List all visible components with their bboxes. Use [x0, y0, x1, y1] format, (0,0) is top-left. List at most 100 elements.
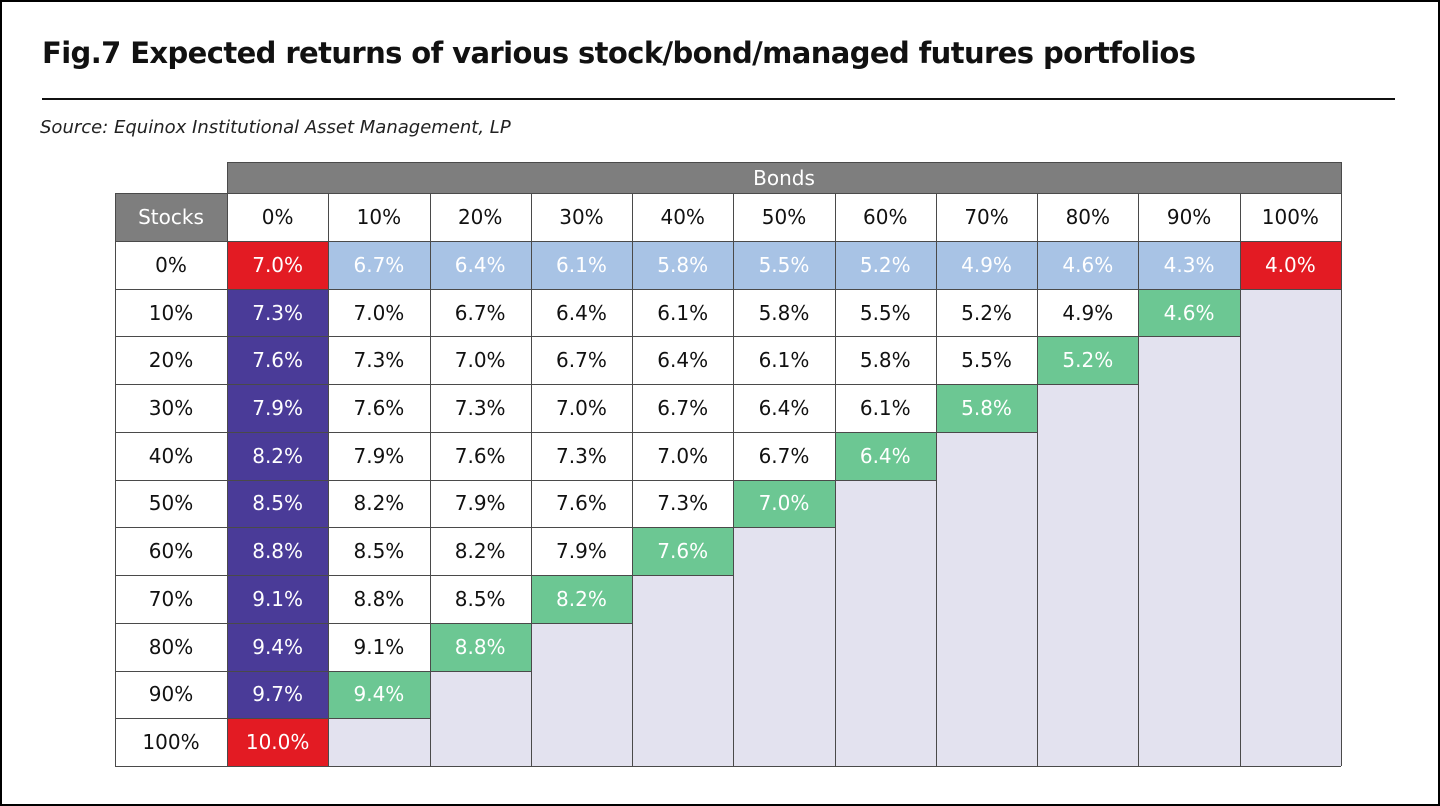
grid-line — [1239, 193, 1241, 766]
empty-cell — [733, 718, 835, 766]
return-cell: 7.3% — [227, 288, 329, 337]
return-cell: 7.3% — [632, 479, 734, 528]
empty-cell — [1138, 479, 1240, 528]
stock-row-label: 70% — [115, 575, 227, 623]
bond-column-header: 20% — [429, 193, 531, 241]
return-cell: 6.7% — [733, 431, 835, 480]
empty-cell — [1037, 527, 1139, 576]
figure-source: Source: Equinox Institutional Asset Mana… — [40, 117, 511, 138]
return-cell: 7.0% — [429, 336, 531, 385]
grid-line — [115, 240, 1341, 242]
return-cell: 6.4% — [632, 336, 734, 385]
empty-cell — [1037, 431, 1139, 480]
return-cell: 9.4% — [328, 670, 430, 719]
grid-line — [115, 717, 430, 719]
grid-line — [327, 193, 329, 766]
grid-line — [1340, 162, 1342, 193]
empty-cell — [733, 527, 835, 576]
return-cell: 8.5% — [429, 575, 531, 623]
grid-line — [631, 193, 633, 766]
empty-cell — [834, 527, 936, 576]
return-cell: 4.6% — [1138, 288, 1240, 337]
grid-line — [114, 193, 116, 766]
return-cell: 6.4% — [429, 241, 531, 289]
return-cell: 7.0% — [733, 479, 835, 528]
bond-column-header: 40% — [632, 193, 734, 241]
return-cell: 8.5% — [227, 479, 329, 528]
stock-row-label: 90% — [115, 670, 227, 719]
empty-cell — [530, 670, 633, 719]
empty-cell — [834, 575, 936, 623]
empty-cell — [1239, 431, 1341, 480]
stock-row-label: 100% — [115, 718, 227, 766]
grid-line — [226, 193, 228, 766]
return-cell: 7.6% — [632, 527, 734, 576]
empty-cell — [1239, 575, 1341, 623]
empty-cell — [834, 718, 936, 766]
empty-cell — [1037, 575, 1139, 623]
return-cell: 7.0% — [227, 241, 329, 289]
empty-cell — [530, 718, 633, 766]
empty-cell — [328, 718, 430, 766]
figure-title: Fig.7 Expected returns of various stock/… — [42, 36, 1196, 70]
empty-cell — [1239, 527, 1341, 576]
stock-row-label: 30% — [115, 384, 227, 432]
empty-cell — [1138, 718, 1240, 766]
bond-column-header: 0% — [227, 193, 329, 241]
return-cell: 7.0% — [632, 431, 734, 480]
grid-line — [115, 479, 936, 481]
grid-line — [115, 765, 1341, 767]
return-cell: 5.8% — [834, 336, 936, 385]
empty-cell — [1037, 384, 1139, 432]
return-cell: 4.6% — [1037, 241, 1139, 289]
return-cell: 7.9% — [429, 479, 531, 528]
return-cell: 6.7% — [429, 288, 531, 337]
empty-cell — [1239, 288, 1341, 337]
return-cell: 5.8% — [632, 241, 734, 289]
return-cell: 7.0% — [328, 288, 430, 337]
grid-line — [1036, 193, 1038, 766]
stock-row-label: 10% — [115, 288, 227, 337]
bond-column-header: 80% — [1037, 193, 1139, 241]
grid-line — [115, 335, 1240, 337]
bonds-group-header: Bonds — [227, 162, 1341, 193]
empty-cell — [935, 479, 1038, 528]
empty-cell — [632, 575, 734, 623]
return-cell: 5.8% — [935, 384, 1038, 432]
empty-cell — [1239, 622, 1341, 671]
grid-line — [115, 288, 1341, 290]
empty-cell — [1239, 384, 1341, 432]
grid-line — [115, 622, 633, 624]
empty-cell — [834, 622, 936, 671]
return-cell: 7.3% — [530, 431, 633, 480]
grid-line — [935, 193, 937, 766]
return-cell: 7.3% — [429, 384, 531, 432]
empty-cell — [429, 670, 531, 719]
empty-cell — [1138, 622, 1240, 671]
grid-line — [226, 162, 228, 193]
stock-row-label: 50% — [115, 479, 227, 528]
bond-column-header: 60% — [834, 193, 936, 241]
return-cell: 4.9% — [935, 241, 1038, 289]
bond-column-header: 50% — [733, 193, 835, 241]
empty-cell — [1037, 670, 1139, 719]
return-cell: 5.5% — [834, 288, 936, 337]
empty-cell — [429, 718, 531, 766]
return-cell: 7.9% — [227, 384, 329, 432]
grid-line — [429, 193, 431, 766]
return-cell: 7.9% — [530, 527, 633, 576]
empty-cell — [1239, 336, 1341, 385]
empty-cell — [935, 575, 1038, 623]
empty-cell — [1239, 718, 1341, 766]
return-cell: 7.6% — [328, 384, 430, 432]
empty-cell — [935, 718, 1038, 766]
return-cell: 8.8% — [429, 622, 531, 671]
return-cell: 8.8% — [227, 527, 329, 576]
return-cell: 6.1% — [733, 336, 835, 385]
bond-column-header: 100% — [1239, 193, 1341, 241]
grid-line — [1137, 193, 1139, 766]
return-cell: 5.8% — [733, 288, 835, 337]
return-cell: 8.2% — [328, 479, 430, 528]
